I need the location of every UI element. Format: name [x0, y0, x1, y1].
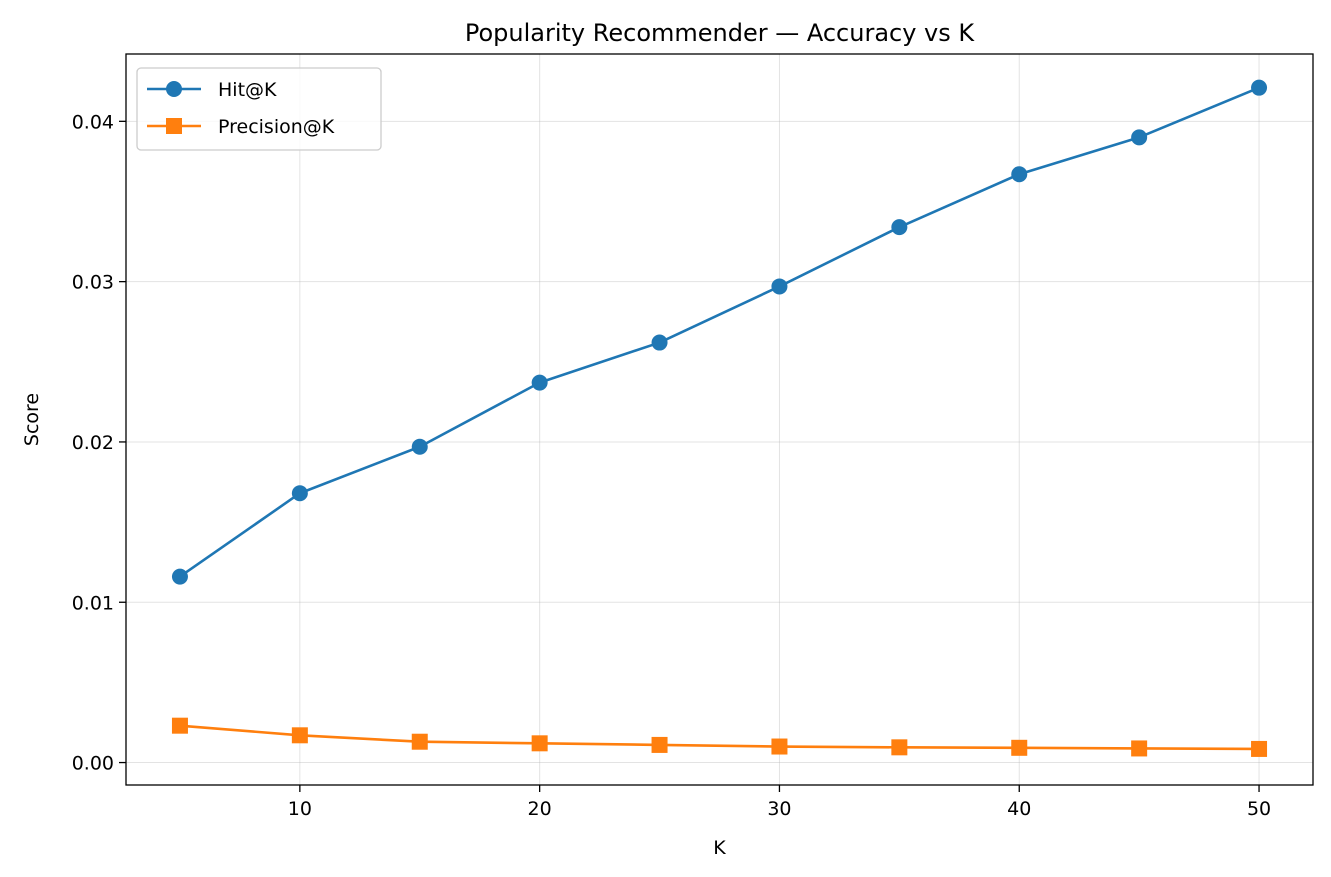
legend-marker — [166, 81, 182, 97]
plot-area-frame — [125, 53, 1314, 786]
y-tick-label: 0.02 — [72, 432, 114, 454]
data-point — [771, 278, 788, 295]
data-point — [171, 717, 188, 734]
data-point — [1251, 79, 1268, 96]
data-point — [1131, 129, 1148, 146]
data-point — [531, 735, 548, 752]
series-line — [179, 86, 1260, 578]
legend-label: Hit@K — [218, 79, 277, 101]
series-line — [179, 724, 1260, 751]
y-tick-label: 0.04 — [72, 111, 114, 133]
series-layer — [171, 79, 1268, 757]
data-point — [1131, 740, 1148, 757]
y-axis-title: Score — [21, 393, 43, 446]
x-tick-label: 30 — [767, 798, 791, 820]
legend: Hit@K Precision@K — [136, 67, 382, 151]
x-axis-title: K — [713, 837, 726, 859]
legend-marker — [166, 118, 182, 134]
y-tick-label: 0.03 — [72, 272, 114, 294]
data-point — [651, 334, 668, 351]
x-tick-label: 20 — [528, 798, 552, 820]
data-point — [771, 738, 788, 755]
data-point — [1011, 739, 1028, 756]
grid-layer — [126, 54, 1313, 785]
data-point — [891, 739, 908, 756]
x-tick-label: 40 — [1007, 798, 1031, 820]
data-point — [891, 219, 908, 236]
data-point — [531, 374, 548, 391]
data-point — [171, 568, 188, 585]
tick-layer: 10 20 30 40 50 0.00 0.01 0.02 0.03 0.04 — [72, 111, 1271, 820]
data-point — [1011, 166, 1028, 183]
y-tick-label: 0.00 — [72, 753, 114, 775]
x-tick-label: 50 — [1247, 798, 1271, 820]
legend-label: Precision@K — [218, 116, 335, 138]
series-precision-at-k — [171, 717, 1268, 757]
x-tick-label: 10 — [288, 798, 312, 820]
data-point — [411, 733, 428, 750]
chart-title: Popularity Recommender — Accuracy vs K — [465, 19, 976, 47]
data-point — [411, 438, 428, 455]
data-point — [291, 485, 308, 502]
y-tick-label: 0.01 — [72, 592, 114, 614]
data-point — [291, 727, 308, 744]
data-point — [651, 736, 668, 753]
data-point — [1251, 740, 1268, 757]
series-hit-at-k — [171, 79, 1268, 585]
